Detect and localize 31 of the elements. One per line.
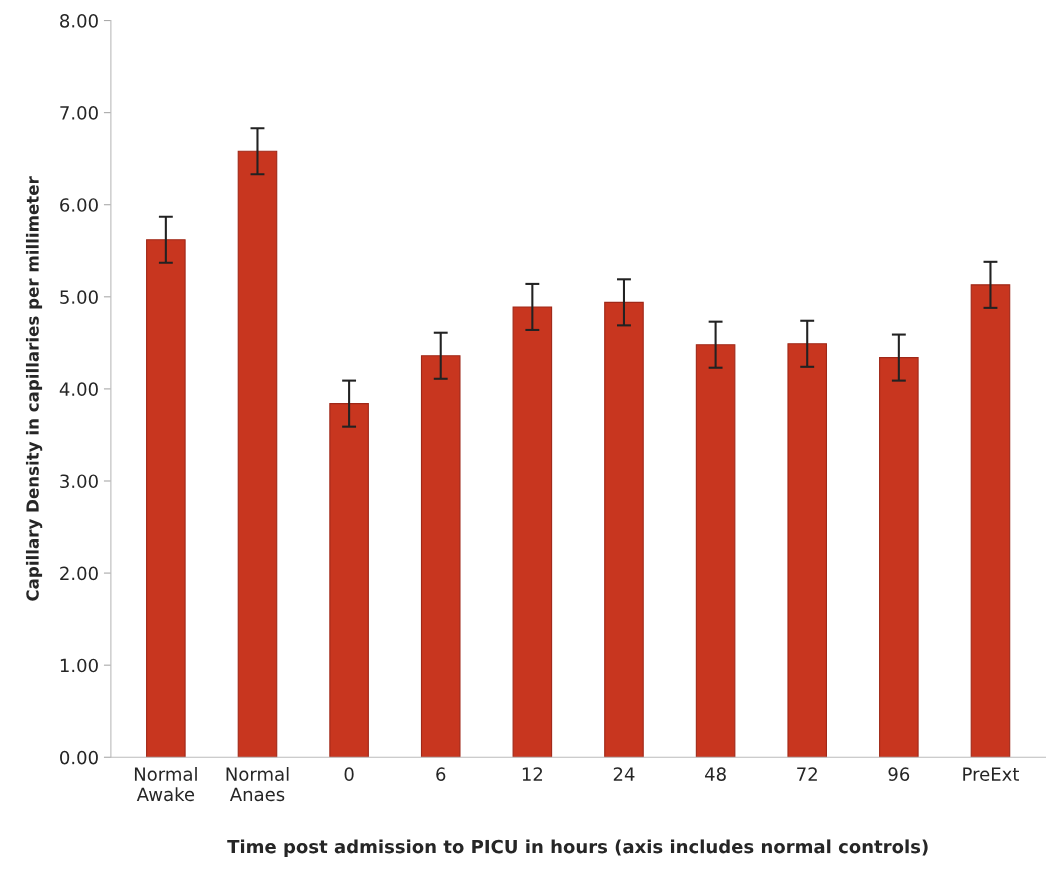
y-tick-label: 5.00 [60,290,98,304]
x-tick-label: 24 [613,767,635,781]
x-tick-label: 48 [704,767,726,781]
bar [970,284,1011,758]
x-tick-label: Normal Awake [134,766,197,802]
y-tick-label: 3.00 [60,474,98,489]
y-tick-label: 4.00 [59,382,98,397]
y-tick-label: 8.00 [60,14,98,28]
x-tick-label: 72 [797,767,817,781]
bar [695,344,736,758]
y-tick-label: 2.00 [60,566,98,581]
x-tick-label: 0 [344,767,354,781]
y-tick-label: 1.00 [60,658,98,673]
bar [146,239,186,758]
x-tick-label: Normal Anaes [226,766,289,802]
bar [237,150,278,758]
bar [787,343,828,758]
x-tick-label: 6 [436,767,446,781]
bar [329,403,369,758]
y-tick-label: 7.00 [60,106,98,120]
x-tick-label: 12 [522,767,543,781]
bar [604,301,644,758]
bar [420,355,461,758]
y-axis-title: Capillary Density in capillaries per millimeter [25,176,43,601]
y-tick-label: 6.00 [60,198,98,212]
bar [512,306,553,758]
x-tick-label: PreExt [963,767,1019,781]
x-axis-title: Time post admission to PICU in hours (axis includes normal controls) [227,839,928,857]
x-tick-label: 96 [888,767,910,781]
bar [879,357,919,758]
y-tick-label: 0.00 [60,750,98,765]
